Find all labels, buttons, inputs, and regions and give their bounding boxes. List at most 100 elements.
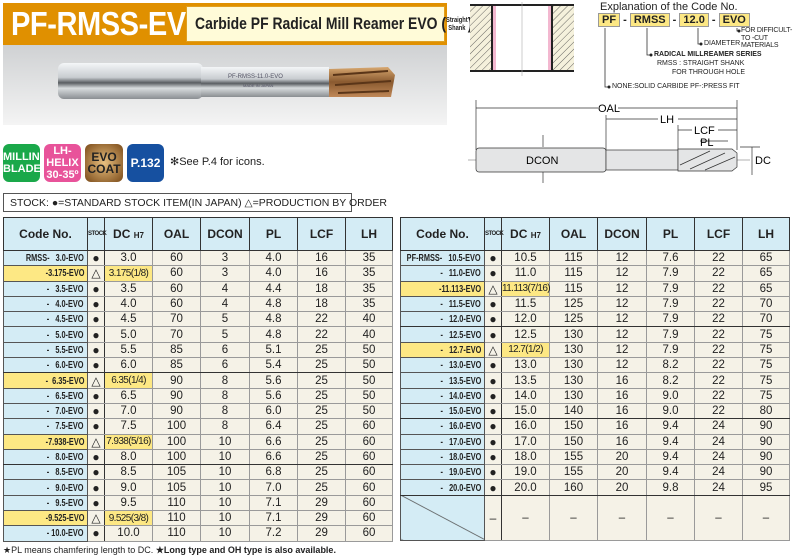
lcf-cell: 25 xyxy=(297,357,346,374)
table-row[interactable]: - 6.35-EVO △ 6.35(1/4) 90 8 5.6 25 50 xyxy=(3,372,393,389)
pl-cell: 4.8 xyxy=(249,326,298,343)
table-row[interactable]: - 12.5-EVO ● 12.5 130 12 7.9 22 75 xyxy=(400,326,790,343)
dc-cell: 18.0 xyxy=(501,448,550,466)
pl-cell: 5.6 xyxy=(249,387,298,404)
table-row[interactable]: - 12.0-EVO ● 12.0 125 12 7.9 22 70 xyxy=(400,311,790,328)
code-cell: - 7.0-EVO xyxy=(3,402,88,420)
lh-cell: 75 xyxy=(742,372,790,389)
dc-cell: 15.0 xyxy=(501,402,550,420)
code-part-diameter: 12.0 xyxy=(679,13,709,27)
table-row[interactable]: RMSS- 3.0-EVO ● 3.0 60 3 4.0 16 35 xyxy=(3,249,393,267)
table-row[interactable]: - 9.5-EVO ● 9.5 110 10 7.1 29 60 xyxy=(3,494,393,512)
stock-cell: ● xyxy=(484,326,502,343)
stock-cell: ● xyxy=(484,464,502,481)
stock-cell: ● xyxy=(484,387,502,404)
table-row[interactable]: - 5.0-EVO ● 5.0 70 5 4.8 22 40 xyxy=(3,326,393,343)
code-explanation-title: Explanation of the Code No. xyxy=(600,1,738,13)
table-row[interactable]: - 3.5-EVO ● 3.5 60 4 4.4 18 35 xyxy=(3,280,393,297)
table-row[interactable]: - 11.5-EVO ● 11.5 125 12 7.9 22 70 xyxy=(400,295,790,313)
oal-cell: 115 xyxy=(549,280,598,297)
table-row[interactable]: - 17.0-EVO ● 17.0 150 16 9.4 24 90 xyxy=(400,433,790,450)
table-row[interactable]: - 5.5-EVO ● 5.5 85 6 5.1 25 50 xyxy=(3,341,393,359)
table-row[interactable]: - 14.0-EVO ● 14.0 130 16 9.0 22 75 xyxy=(400,387,790,404)
oal-cell: 155 xyxy=(549,448,598,466)
dcon-cell: 16 xyxy=(597,387,647,404)
empty-code-cell xyxy=(400,494,485,541)
table-row[interactable]: - 16.0-EVO ● 16.0 150 16 9.4 24 90 xyxy=(400,418,790,435)
col-stock: STOCK xyxy=(87,217,107,251)
note-rmss: RMSS : STRAIGHT SHANK xyxy=(657,60,745,67)
table-row[interactable]: - 12.7-EVO △ 12.7(1/2) 130 12 7.9 22 75 xyxy=(400,341,790,359)
code-text: - 10.0-EVO xyxy=(47,527,84,540)
dcon-cell: 6 xyxy=(200,357,250,374)
table-row[interactable]: - 6.0-EVO ● 6.0 85 6 5.4 25 50 xyxy=(3,357,393,374)
table-row[interactable]: -3.175-EVO △ 3.175(1/8) 60 3 4.0 16 35 xyxy=(3,265,393,282)
lh-cell: 95 xyxy=(742,479,790,496)
table-row[interactable]: - 18.0-EVO ● 18.0 155 20 9.4 24 90 xyxy=(400,448,790,466)
code-cell: PF-RMSS- 10.5-EVO xyxy=(400,249,485,267)
lcf-cell: 16 xyxy=(297,265,346,282)
table-row[interactable]: -11.113-EVO △ 11.113(7/16) 115 12 7.9 22 65 xyxy=(400,280,790,297)
oal-cell: 155 xyxy=(549,464,598,481)
table-row[interactable]: - 8.5-EVO ● 8.5 105 10 6.8 25 60 xyxy=(3,464,393,481)
dc-cell: 11.0 xyxy=(501,265,550,282)
code-text: - 7.0-EVO xyxy=(47,405,84,418)
stock-cell: ● xyxy=(87,326,105,343)
col-pl: PL xyxy=(646,217,695,251)
table-row[interactable]: - 20.0-EVO ● 20.0 160 20 9.8 24 95 xyxy=(400,479,790,496)
code-cell: - 5.0-EVO xyxy=(3,326,88,343)
code-text: -9.525-EVO xyxy=(45,512,84,525)
table-row[interactable]: - 8.0-EVO ● 8.0 100 10 6.6 25 60 xyxy=(3,448,393,466)
code-text: - 20.0-EVO xyxy=(440,481,481,494)
lcf-cell: 29 xyxy=(297,525,346,542)
note-evo: FOR DIFFICULT-TO -CUT MATERIALS xyxy=(741,27,793,49)
table-row[interactable]: - 7.5-EVO ● 7.5 100 8 6.4 25 60 xyxy=(3,418,393,435)
lcf-cell: 25 xyxy=(297,387,346,404)
lcf-cell: 25 xyxy=(297,341,346,359)
col-lcf: LCF xyxy=(694,217,743,251)
page-ref-icon[interactable]: P.132 xyxy=(127,144,164,182)
oal-cell: 105 xyxy=(152,479,201,496)
product-image: PF-RMSS-11.0-EVO MADE IN JAPAN xyxy=(3,45,447,125)
table-row[interactable]: -7.938-EVO △ 7.938(5/16) 100 10 6.6 25 60 xyxy=(3,433,393,450)
code-cell: - 3.5-EVO xyxy=(3,280,88,297)
dc-cell: 5.0 xyxy=(104,326,153,343)
table-row[interactable]: - 13.5-EVO ● 13.5 130 16 8.2 22 75 xyxy=(400,372,790,389)
table-row[interactable]: - 9.0-EVO ● 9.0 105 10 7.0 25 60 xyxy=(3,479,393,496)
dc-cell: 7.5 xyxy=(104,418,153,435)
stock-cell: ● xyxy=(87,249,105,267)
table-row[interactable]: - 13.0-EVO ● 13.0 130 12 8.2 22 75 xyxy=(400,357,790,374)
lh-cell: 65 xyxy=(742,249,790,267)
table-row[interactable]: PF-RMSS- 10.5-EVO ● 10.5 115 12 7.6 22 65 xyxy=(400,249,790,267)
dcon-cell: 10 xyxy=(200,433,250,450)
label-oal: OAL xyxy=(598,103,620,115)
dcon-cell: 12 xyxy=(597,326,647,343)
empty-cell: – xyxy=(694,494,743,541)
dcon-cell: 10 xyxy=(200,510,250,527)
pl-cell: 9.0 xyxy=(646,387,695,404)
table-row[interactable]: - 19.0-EVO ● 19.0 155 20 9.4 24 90 xyxy=(400,464,790,481)
code-cell: - 5.5-EVO xyxy=(3,341,88,359)
oal-cell: 105 xyxy=(152,464,201,481)
oal-cell: 130 xyxy=(549,341,598,359)
code-text: -11.113-EVO xyxy=(438,282,481,295)
table-row[interactable]: - 15.0-EVO ● 15.0 140 16 9.0 22 80 xyxy=(400,402,790,420)
dc-cell: 8.0 xyxy=(104,448,153,466)
code-cell: RMSS- 3.0-EVO xyxy=(3,249,88,267)
table-row[interactable]: - 10.0-EVO ● 10.0 110 10 7.2 29 60 xyxy=(3,525,393,542)
table-row[interactable]: - 7.0-EVO ● 7.0 90 8 6.0 25 50 xyxy=(3,402,393,420)
table-row[interactable]: - 6.5-EVO ● 6.5 90 8 5.6 25 50 xyxy=(3,387,393,404)
stock-cell: ● xyxy=(484,402,502,420)
pl-cell: 5.1 xyxy=(249,341,298,359)
stock-cell: △ xyxy=(87,510,105,527)
table-row[interactable]: -9.525-EVO △ 9.525(3/8) 110 10 7.1 29 60 xyxy=(3,510,393,527)
code-cell: - 6.5-EVO xyxy=(3,387,88,404)
table-row[interactable]: - 4.5-EVO ● 4.5 70 5 4.8 22 40 xyxy=(3,311,393,328)
code-cell: - 8.5-EVO xyxy=(3,464,88,481)
lcf-cell: 24 xyxy=(694,479,743,496)
table-row[interactable]: - 11.0-EVO ● 11.0 115 12 7.9 22 65 xyxy=(400,265,790,282)
code-cell: - 11.5-EVO xyxy=(400,295,485,313)
dcon-cell: 12 xyxy=(597,357,647,374)
table-row[interactable]: - 4.0-EVO ● 4.0 60 4 4.8 18 35 xyxy=(3,295,393,313)
dc-cell: 13.0 xyxy=(501,357,550,374)
